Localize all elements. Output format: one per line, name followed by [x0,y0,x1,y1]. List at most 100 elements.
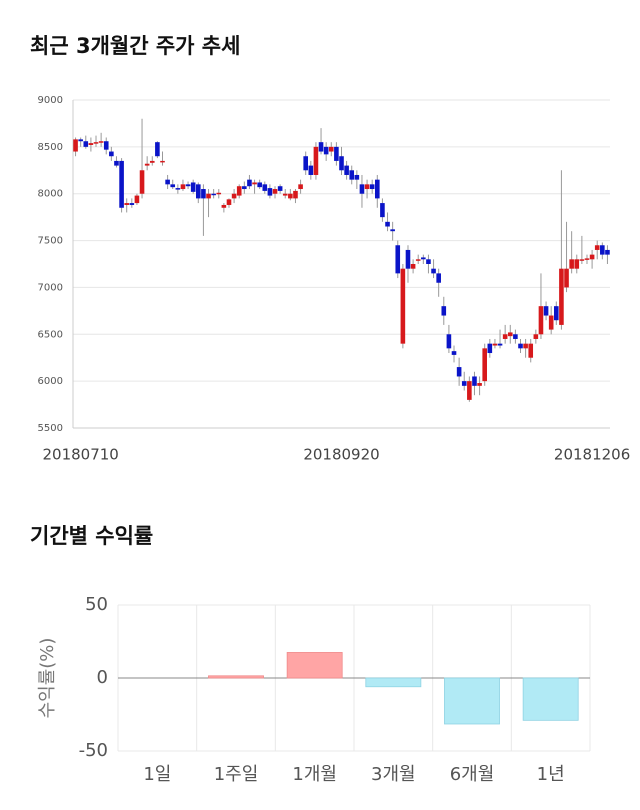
candle-body [288,193,293,199]
candle-body [73,139,78,152]
y-tick-label: 7000 [38,282,63,293]
candle-body [257,182,262,188]
candle-body [247,179,252,187]
candle-body [160,160,165,163]
candle-body [134,195,140,204]
candle-body [461,381,467,386]
candle-body [308,165,314,175]
candle-body [252,182,257,185]
candle-body [436,273,441,283]
candle-body [579,259,585,261]
candle-body [467,381,472,400]
candle-body [211,193,216,196]
candle-body [83,141,89,147]
candle-body [569,259,574,269]
candle-body [564,268,569,288]
candle-body [359,184,365,194]
candle-body [497,343,503,346]
y-tick-label: 6500 [38,329,63,340]
candle-body [344,165,349,175]
candle-body [201,189,206,199]
candle-body [507,332,513,337]
candle-body [114,160,119,166]
candle-body [446,334,452,349]
candle-body [513,334,518,339]
y-tick-label: 0 [97,667,108,688]
candle-body [375,179,380,199]
chart-title: 최근 3개월간 주가 추세 [30,34,240,58]
chart-title: 기간별 수익률 [30,524,153,548]
candle-body [405,249,411,269]
candle-body [272,189,278,194]
x-tick-label: 1주일 [214,764,259,785]
candle-body [528,343,534,358]
candle-body [221,204,227,208]
candle-body [605,249,610,255]
candle-body [242,186,247,190]
candle-body [267,188,273,196]
candle-body [395,245,401,274]
candle-body [451,351,457,355]
candle-body [293,190,298,199]
x-tick-label: 20181206 [554,446,630,464]
y-tick-label: -50 [79,740,108,761]
candle-body [354,174,360,180]
candle-body [144,163,150,166]
candle-body [175,188,181,190]
candle-body [600,245,605,255]
candle-body [282,193,288,196]
y-tick-label: 8500 [38,142,63,153]
y-tick-label: 7500 [38,236,63,247]
candle-body [196,184,201,199]
candle-body [543,306,549,316]
bar [208,675,264,679]
candle-body [492,343,498,346]
candle-body [262,184,268,191]
candle-body [328,146,334,152]
candle-body [472,376,477,386]
candle-body [298,184,303,190]
candle-body [185,184,191,187]
candle-body [380,203,385,218]
y-axis-label: 수익률(%) [37,638,58,719]
y-tick-label: 50 [85,594,108,615]
candle-body [554,306,559,321]
candle-body [410,264,416,269]
bar [365,677,422,688]
candle-body [400,268,406,344]
candle-body [441,306,447,316]
candle-body [98,141,104,143]
x-tick-label: 20180710 [42,446,118,464]
candle-body [426,259,431,264]
candle-body [487,343,493,354]
x-tick-label: 6개월 [450,764,495,785]
y-tick-label: 9000 [38,95,63,106]
candle-body [323,146,329,155]
candle-body [477,383,482,386]
candle-body [88,143,94,145]
candle-body [538,306,544,335]
candle-body [390,229,395,232]
x-tick-label: 3개월 [371,764,416,785]
candle-body [226,199,232,205]
candle-body [236,186,242,196]
candle-body [165,179,170,185]
candle-body [482,348,487,382]
candle-body [180,184,186,190]
candle-body [190,182,196,192]
candle-body [109,151,114,157]
bar [286,652,343,679]
x-tick-label: 1년 [537,764,565,785]
candle-body [170,184,176,188]
candle-body [594,245,600,250]
candle-body [385,221,390,227]
candle-body [149,160,155,163]
y-tick-label: 6000 [38,376,63,387]
candle-body [523,343,528,349]
y-tick-label: 5500 [38,423,63,434]
y-tick-label: 8000 [38,189,63,200]
candle-body [124,203,129,205]
candle-body [206,193,211,199]
x-tick-label: 1개월 [292,764,337,785]
